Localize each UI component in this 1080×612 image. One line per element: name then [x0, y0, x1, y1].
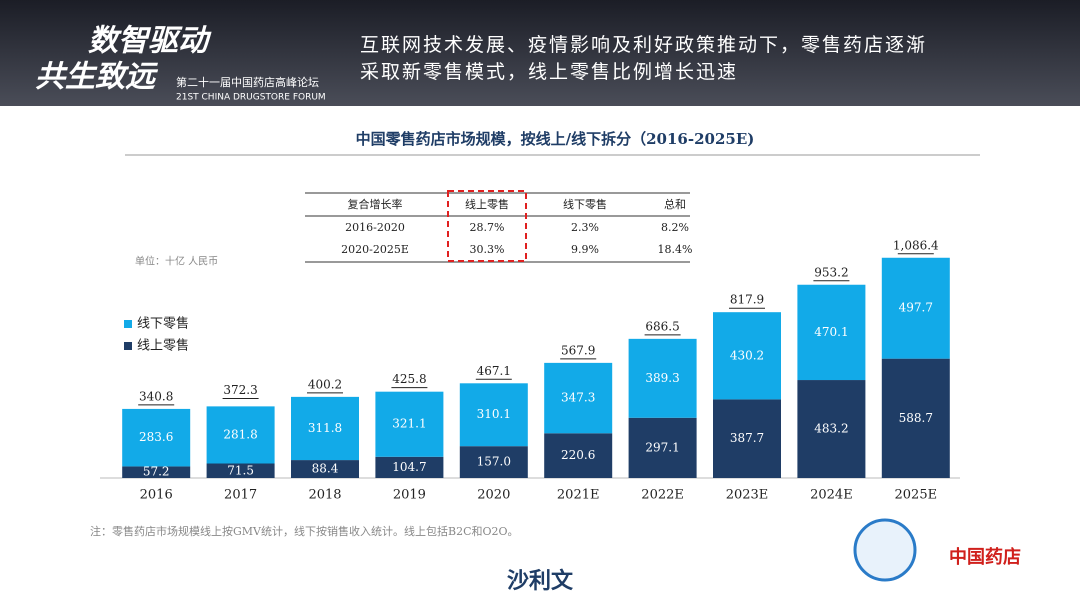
bar-segment [122, 408, 191, 467]
total-label: 817.9 [730, 293, 764, 307]
total-label: 1,086.4 [893, 238, 939, 252]
value-label: 157.0 [477, 455, 511, 469]
chart-title: 中国零售药店市场规模，按线上/线下拆分（2016-2025E) [356, 130, 755, 148]
bar-segment [713, 399, 781, 478]
legend-swatch [124, 320, 132, 328]
legend-label: 线上零售 [137, 338, 189, 354]
value-label: 281.8 [223, 427, 257, 441]
total-label: 400.2 [308, 377, 342, 391]
bar-segment [713, 312, 781, 400]
cagr-table: 复合增长率 线上零售 线下零售 总和 2016-2020 28.7% 2.3% 8.2% 202… [305, 192, 693, 263]
table-header: 线下零售 [563, 197, 607, 211]
value-label: 430.2 [730, 348, 764, 362]
table-header: 线上零售 [465, 197, 509, 211]
bar-segment [459, 446, 528, 478]
x-tick-label: 2020 [477, 488, 510, 503]
bar-segment [375, 391, 444, 457]
bar-segment [206, 463, 275, 478]
table-cell: 2020-2025E [341, 243, 409, 256]
bar-segment [291, 396, 359, 461]
total-label: 467.1 [477, 364, 511, 378]
total-label: 953.2 [814, 265, 848, 279]
table-cell: 28.7% [470, 221, 505, 234]
headline-line: 互联网技术发展、疫情影响及利好政策推动下，零售药店逐渐 [360, 34, 927, 56]
value-label: 310.1 [477, 407, 511, 421]
table-cell: 18.4% [658, 243, 693, 256]
table-cell: 8.2% [661, 221, 689, 234]
x-tick-label: 2018 [308, 488, 341, 503]
x-tick-label: 2016 [140, 488, 173, 503]
x-tick-label: 2021E [557, 488, 600, 503]
x-tick-label: 2025E [895, 488, 938, 503]
total-label: 425.8 [392, 372, 426, 386]
value-label: 588.7 [899, 411, 933, 425]
footnote: 注：零售药店市场规模线上按GMV统计，线下按销售收入统计。线上包括B2C和O2O… [90, 524, 519, 538]
x-tick-label: 2024E [810, 488, 853, 503]
total-label: 567.9 [561, 343, 595, 357]
table-cell: 9.9% [571, 243, 599, 256]
bar-segment [628, 417, 697, 478]
bar-segment [797, 284, 866, 381]
value-label: 483.2 [814, 422, 848, 436]
forum-cn: 第二十一届中国药店高峰论坛 [176, 75, 319, 89]
value-label: 88.4 [312, 462, 339, 476]
table-cell: 2.3% [571, 221, 599, 234]
headline-line: 采取新零售模式，线上零售比例增长迅速 [360, 61, 738, 83]
total-label: 686.5 [645, 319, 679, 333]
legend-label: 线下零售 [137, 316, 189, 332]
value-label: 71.5 [227, 463, 254, 477]
bar-segment [375, 456, 444, 478]
value-label: 283.6 [139, 430, 173, 444]
value-label: 297.1 [645, 440, 679, 454]
bar-segment [459, 383, 528, 447]
value-label: 470.1 [814, 325, 848, 339]
table-cell: 30.3% [470, 243, 505, 256]
bar-segment [206, 406, 275, 464]
x-tick-label: 2023E [726, 488, 769, 503]
bar-segment [628, 338, 697, 418]
forum-en: 21ST CHINA DRUGSTORE FORUM [176, 93, 326, 103]
value-label: 347.3 [561, 391, 595, 405]
value-label: 389.3 [645, 371, 679, 385]
logo-line2: 共生致远 [35, 60, 159, 95]
forum-emblem [853, 518, 917, 582]
value-label: 220.6 [561, 448, 595, 462]
table-header: 总和 [664, 197, 686, 211]
bar-segment [122, 466, 191, 478]
bar-segment [291, 460, 359, 478]
x-tick-label: 2017 [224, 488, 257, 503]
brand-logo-2: 中国药店 [949, 546, 1021, 568]
table-header: 复合增长率 [348, 197, 403, 211]
value-label: 387.7 [730, 431, 764, 445]
table-cell: 2016-2020 [345, 221, 405, 234]
value-label: 497.7 [899, 301, 933, 315]
bar-segment [797, 380, 866, 478]
value-label: 57.2 [143, 465, 170, 479]
value-label: 104.7 [392, 460, 426, 474]
value-label: 311.8 [308, 421, 342, 435]
total-label: 372.3 [223, 383, 257, 397]
value-label: 321.1 [392, 417, 426, 431]
total-label: 340.8 [139, 389, 173, 403]
header-band [0, 0, 1080, 106]
bar-segment [881, 257, 950, 359]
x-tick-label: 2019 [393, 488, 426, 503]
x-tick-label: 2022E [641, 488, 684, 503]
unit-label: 单位：十亿 人民币 [135, 255, 218, 268]
logo-line1: 数智驱动 [88, 24, 212, 59]
brand-logo: 沙利文 [507, 568, 574, 594]
bar-segment [544, 433, 613, 478]
legend-swatch [124, 342, 132, 350]
highlight-box [447, 190, 527, 262]
bar-segment [881, 358, 950, 478]
bar-segment [544, 362, 613, 434]
